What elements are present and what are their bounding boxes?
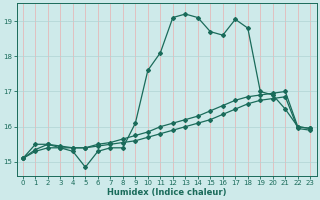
X-axis label: Humidex (Indice chaleur): Humidex (Indice chaleur) (107, 188, 226, 197)
